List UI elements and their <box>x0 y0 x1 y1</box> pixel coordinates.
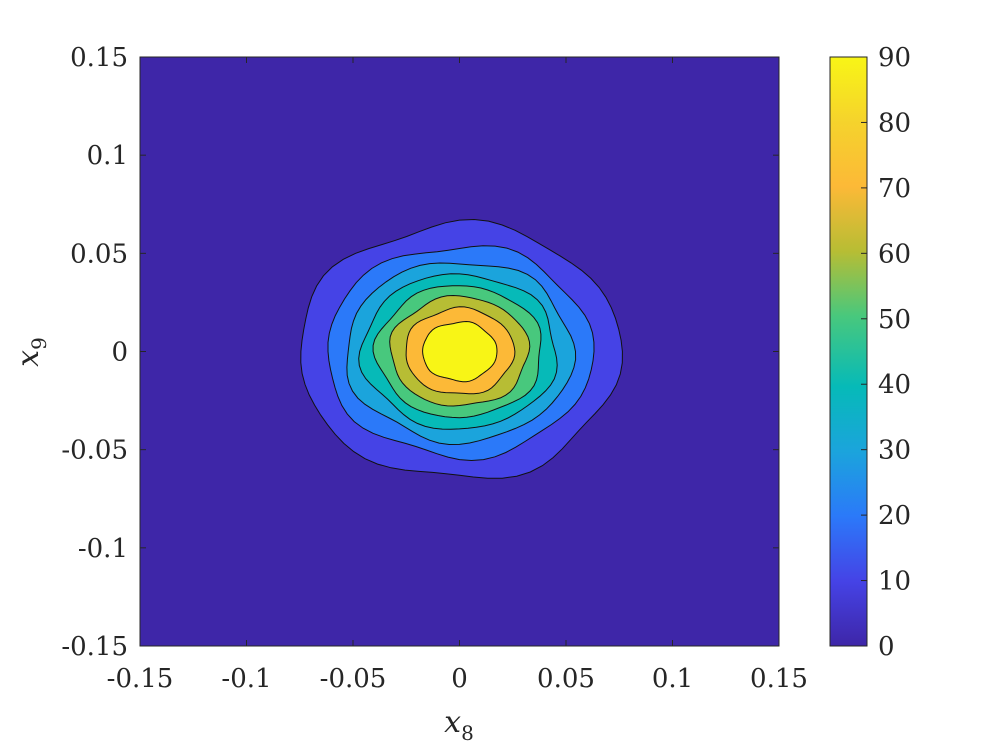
y-tick-label: 0.15 <box>70 43 128 73</box>
y-axis-label: x9 <box>11 337 51 367</box>
x-tick-label: -0.15 <box>107 664 174 694</box>
contour-layer <box>300 218 623 479</box>
x-tick-label: -0.1 <box>221 664 271 694</box>
colorbar-tick-label: 70 <box>878 174 911 204</box>
y-axis-label-sub: 9 <box>27 337 51 350</box>
x-tick-label: 0.15 <box>750 664 808 694</box>
colorbar-tick-label: 90 <box>878 43 911 73</box>
x-tick-label: 0 <box>451 664 468 694</box>
y-tick-label: -0.05 <box>61 436 128 466</box>
y-tick-label: 0.1 <box>87 141 128 171</box>
x-tick-label: 0.1 <box>652 664 693 694</box>
y-tick-label: 0.05 <box>70 239 128 269</box>
colorbar: 0 10 20 30 40 50 60 70 80 90 <box>829 43 911 662</box>
x-axis-label-sub: 8 <box>461 721 474 745</box>
x-axis: -0.15 -0.1 -0.05 0 0.05 0.1 0.15 <box>107 57 808 694</box>
y-tick-label: -0.15 <box>61 632 128 662</box>
plot-area <box>139 56 780 647</box>
colorbar-tick-label: 60 <box>878 239 911 269</box>
colorbar-frame <box>829 56 868 647</box>
colorbar-tick-label: 40 <box>878 370 911 400</box>
colorbar-tick-label: 10 <box>878 567 911 597</box>
colorbar-tick-label: 80 <box>878 108 911 138</box>
x-tick-label: 0.05 <box>537 664 595 694</box>
colorbar-tick-label: 20 <box>878 501 911 531</box>
colorbar-ticks: 0 10 20 30 40 50 60 70 80 90 <box>861 43 911 662</box>
colorbar-tick-label: 30 <box>878 436 911 466</box>
x-tick-label: -0.05 <box>320 664 387 694</box>
colorbar-gradient <box>830 57 867 646</box>
y-axis: 0.15 0.1 0.05 0 -0.05 -0.1 -0.15 <box>61 43 779 662</box>
colorbar-tick-label: 50 <box>878 305 911 335</box>
y-axis-label-var: x <box>11 350 46 367</box>
contour-band-80 <box>422 320 498 383</box>
y-tick-label: -0.1 <box>78 534 128 564</box>
y-tick-label: 0 <box>111 338 128 368</box>
x-axis-label-var: x <box>444 705 461 740</box>
x-axis-label: x8 <box>444 705 474 745</box>
colorbar-tick-label: 0 <box>878 632 895 662</box>
